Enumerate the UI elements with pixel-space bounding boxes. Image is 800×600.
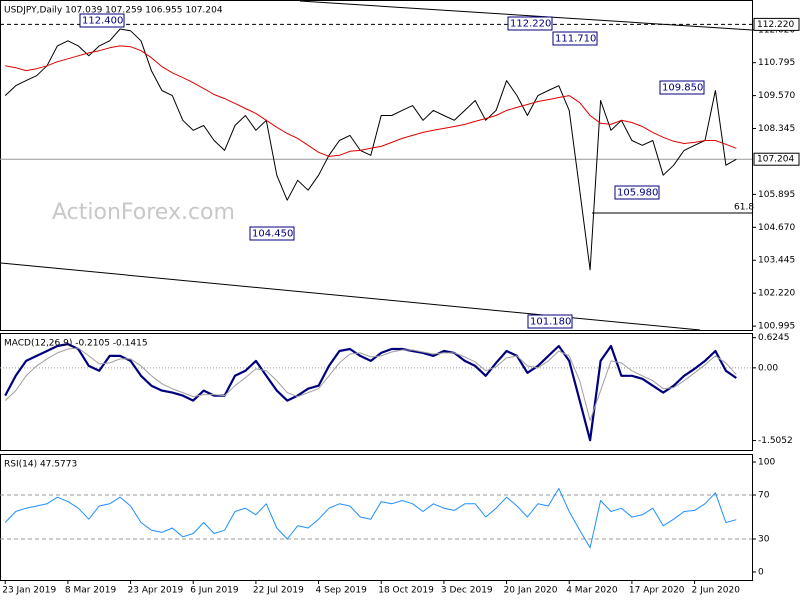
y-tick-label: 30 bbox=[758, 534, 770, 544]
annotation-box bbox=[249, 226, 295, 241]
y-tick-label: 70 bbox=[758, 491, 770, 501]
y-tick-label: 110.795 bbox=[758, 58, 795, 68]
series-line bbox=[4, 487, 737, 549]
y-tick-label: 0.00 bbox=[758, 363, 778, 373]
annotation-box bbox=[527, 314, 573, 329]
annotation: 104.450 bbox=[252, 229, 293, 240]
annotation-box bbox=[659, 80, 705, 95]
y-tick-label: -1.5052 bbox=[758, 436, 793, 446]
x-tick-label: 2 Jun 2020 bbox=[692, 586, 741, 596]
annotation: 112.220 bbox=[510, 19, 551, 30]
annotation: 109.850 bbox=[662, 83, 703, 94]
trend-line bbox=[299, 0, 753, 31]
annotation-box bbox=[79, 13, 125, 28]
annotation: 101.180 bbox=[530, 317, 571, 328]
y-tick-label: 105.895 bbox=[758, 190, 795, 200]
watermark: ActionForex.com bbox=[52, 200, 235, 225]
y-tick-label: 0.6245 bbox=[758, 333, 790, 343]
panel-title: RSI(14) 47.5773 bbox=[4, 460, 77, 470]
annotation-box bbox=[507, 16, 553, 31]
series-line bbox=[4, 28, 737, 271]
x-tick-label: 23 Apr 2019 bbox=[128, 586, 184, 596]
y-tick-label: 104.670 bbox=[758, 223, 795, 233]
rsi-panel bbox=[0, 454, 753, 581]
trend-line bbox=[0, 262, 701, 331]
x-tick-label: 4 Sep 2019 bbox=[316, 586, 368, 596]
x-tick-label: 20 Jan 2020 bbox=[504, 586, 558, 596]
panel-title: USDJPY,Daily 107.039 107.259 106.955 107… bbox=[4, 6, 223, 16]
x-tick-label: 17 Apr 2020 bbox=[629, 586, 685, 596]
price-panel bbox=[0, 0, 753, 331]
y-tick-label: 0 bbox=[758, 567, 764, 577]
x-tick-label: 22 Jul 2019 bbox=[253, 586, 304, 596]
annotation: 111.710 bbox=[555, 34, 596, 45]
x-tick-label: 3 Dec 2019 bbox=[441, 586, 493, 596]
y-tick-label: 109.570 bbox=[758, 91, 795, 101]
series-line bbox=[5, 45, 737, 157]
level-label-box bbox=[753, 152, 800, 166]
y-tick-label: 103.445 bbox=[758, 256, 795, 266]
x-tick-label: 6 Jun 2019 bbox=[190, 586, 239, 596]
x-tick-label: 23 Jan 2019 bbox=[2, 586, 56, 596]
annotation: 112.400 bbox=[82, 16, 123, 27]
annotation-box bbox=[552, 31, 598, 46]
x-tick-label: 8 Mar 2019 bbox=[65, 586, 117, 596]
panel-title: MACD(12,26,9) -0.2105 -0.1415 bbox=[4, 339, 148, 349]
x-tick-label: 4 Mar 2020 bbox=[566, 586, 618, 596]
x-tick-label: 18 Oct 2019 bbox=[378, 586, 434, 596]
annotation: 105.980 bbox=[617, 188, 658, 199]
y-tick-label: 108.345 bbox=[758, 124, 795, 134]
level-label: 112.220 bbox=[757, 20, 794, 30]
y-tick-label: 102.220 bbox=[758, 289, 795, 299]
level-label: 107.204 bbox=[757, 155, 794, 165]
y-tick-label: 100.995 bbox=[758, 322, 795, 332]
fib-label: 61.8 bbox=[734, 203, 754, 213]
macd-panel bbox=[0, 333, 753, 451]
level-label-box bbox=[753, 17, 800, 31]
series-line bbox=[4, 347, 737, 421]
annotation-box bbox=[614, 185, 660, 200]
y-tick-label: 100 bbox=[758, 458, 775, 468]
